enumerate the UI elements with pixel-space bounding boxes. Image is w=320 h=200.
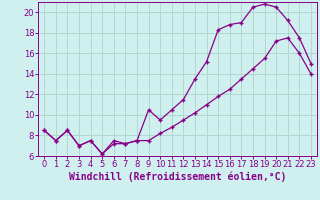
X-axis label: Windchill (Refroidissement éolien,°C): Windchill (Refroidissement éolien,°C) [69, 172, 286, 182]
